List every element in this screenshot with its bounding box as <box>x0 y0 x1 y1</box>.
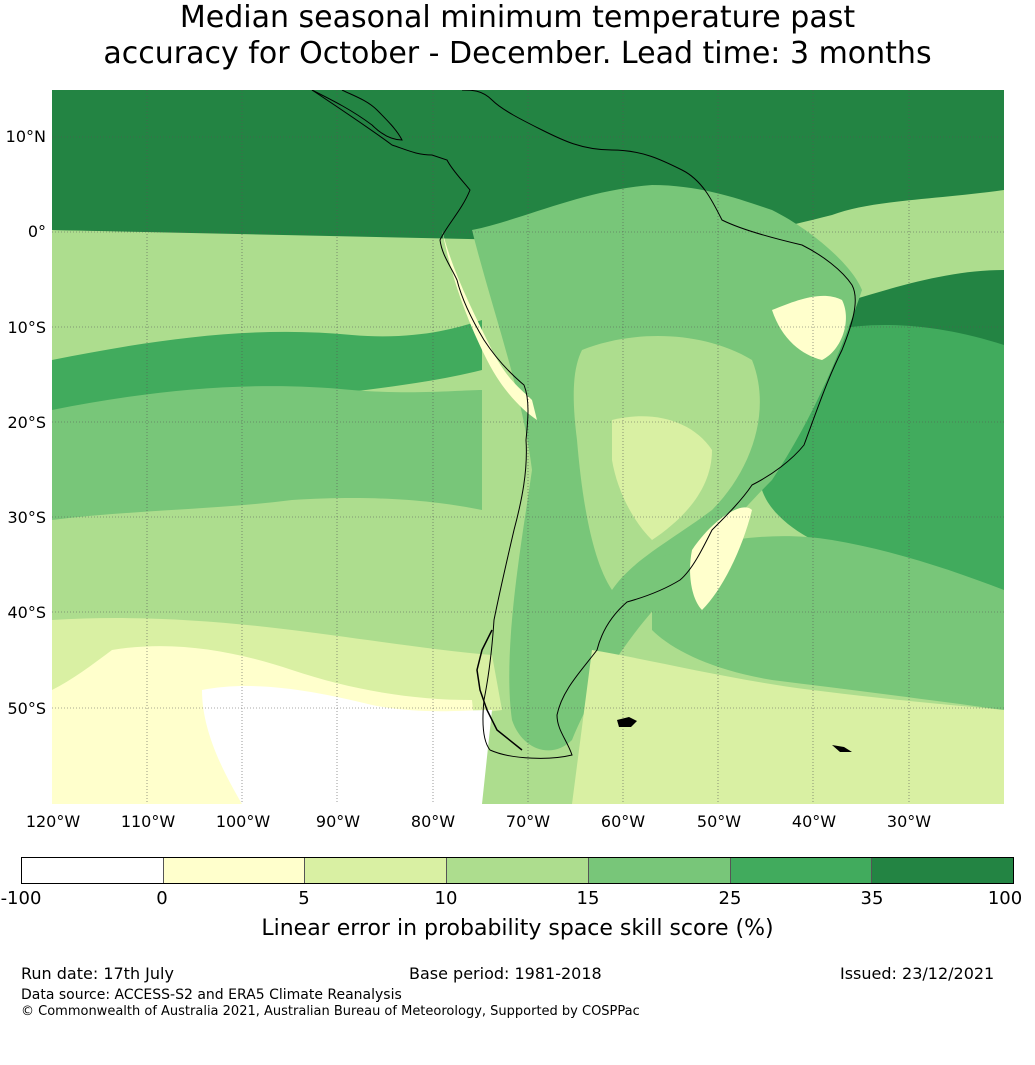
lon-label: 110°W <box>120 812 176 831</box>
lat-label: 10°N <box>5 127 46 146</box>
lat-label: 0° <box>27 222 46 241</box>
colorbar-tick: -100 <box>0 888 42 909</box>
south-america-coastline <box>311 90 856 759</box>
lon-label: 80°W <box>410 812 456 831</box>
south-georgia <box>832 745 852 752</box>
colorbar-tick: 25 <box>718 888 742 909</box>
chile-archipelago <box>476 629 523 751</box>
lat-label: 40°S <box>7 603 46 622</box>
region-brazil-0-5 <box>772 295 846 360</box>
map-title: Median seasonal minimum temperature past… <box>0 0 1035 72</box>
colorbar-segment <box>588 858 731 883</box>
colorbar-tick: 15 <box>576 888 600 909</box>
colorbar-tick: 0 <box>156 888 168 909</box>
data-source: Data source: ACCESS-S2 and ERA5 Climate … <box>21 987 402 1003</box>
colorbar-label: Linear error in probability space skill … <box>261 916 774 941</box>
colorbar-segment <box>163 858 306 883</box>
lon-label: 40°W <box>791 812 837 831</box>
lon-label: 100°W <box>215 812 271 831</box>
run-date: Run date: 17th July <box>21 964 174 983</box>
region-south-negative <box>202 685 492 804</box>
colorbar-segment <box>22 858 164 883</box>
title-line-2: accuracy for October - December. Lead ti… <box>103 36 932 71</box>
colorbar-tick: 5 <box>298 888 310 909</box>
title-line-1: Median seasonal minimum temperature past <box>179 0 856 35</box>
issued-date: Issued: 23/12/2021 <box>840 964 995 983</box>
colorbar-tick: 35 <box>860 888 884 909</box>
colorbar-segment <box>730 858 873 883</box>
region-south-atlantic-5-10 <box>572 650 1004 804</box>
region-continent-5-10 <box>612 416 712 540</box>
lat-label: 30°S <box>7 508 46 527</box>
colorbar-segment <box>447 858 589 883</box>
colorbar-tick: 100 <box>987 888 1023 909</box>
base-period: Base period: 1981-2018 <box>409 964 602 983</box>
lat-label: 50°S <box>7 699 46 718</box>
lon-label: 30°W <box>886 812 932 831</box>
lon-label: 60°W <box>600 812 646 831</box>
central-america-coastline <box>311 90 403 141</box>
lat-label: 10°S <box>7 318 46 337</box>
colorbar-segment <box>305 858 448 883</box>
skill-map-svg <box>52 90 1004 804</box>
skill-map <box>52 90 1004 804</box>
graticule <box>52 90 1004 804</box>
region-south-atlantic-15-25 <box>652 536 1004 710</box>
colorbar-tick: 10 <box>434 888 458 909</box>
lon-label: 90°W <box>315 812 361 831</box>
colorbar <box>21 857 1014 884</box>
lon-label: 120°W <box>25 812 81 831</box>
region-plume-0-5 <box>690 507 752 610</box>
copyright: © Commonwealth of Australia 2021, Austra… <box>21 1004 640 1019</box>
falkland-islands <box>617 717 637 727</box>
lon-label: 50°W <box>696 812 742 831</box>
colorbar-segment <box>872 858 1014 883</box>
lat-label: 20°S <box>7 413 46 432</box>
lon-label: 70°W <box>505 812 551 831</box>
